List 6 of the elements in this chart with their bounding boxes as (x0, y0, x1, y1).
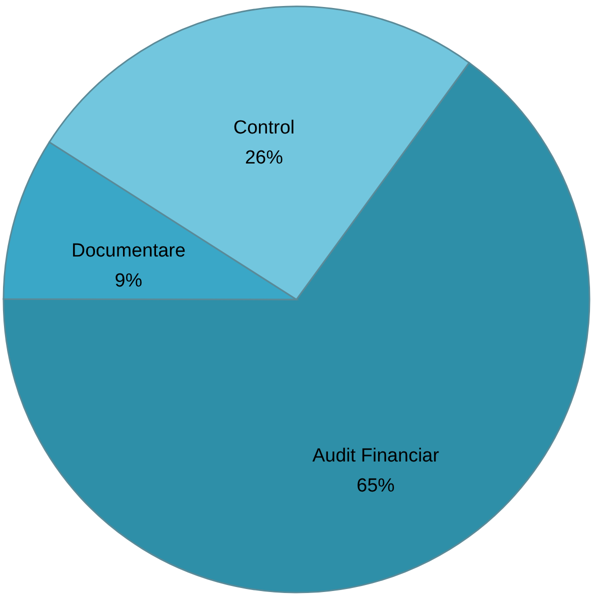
data-label: 65% (356, 476, 395, 497)
slice-label: Control (233, 118, 295, 139)
slice-label: Documentare (72, 240, 186, 262)
data-label: 9% (114, 270, 142, 292)
data-label: 26% (244, 148, 284, 169)
slice-label: Audit Financiar (312, 446, 440, 467)
